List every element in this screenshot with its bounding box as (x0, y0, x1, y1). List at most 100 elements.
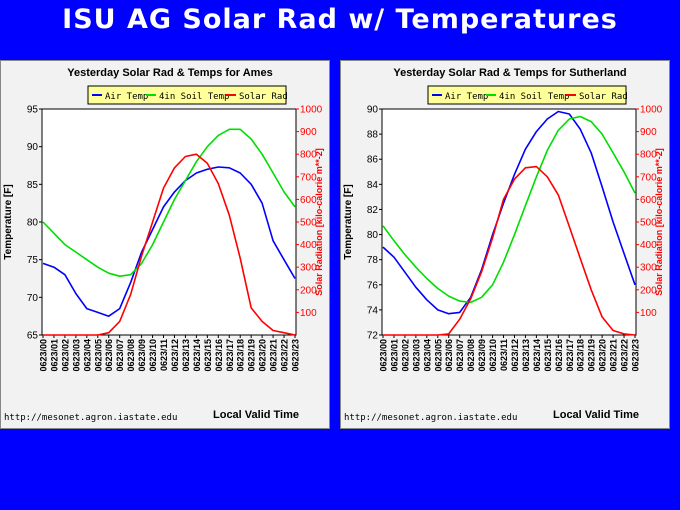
sutherland-ytick-label-8: 74 (367, 305, 379, 316)
sutherland-ytick-label-0: 90 (367, 105, 379, 116)
sutherland-xtick-label-16: 0623/16 (554, 339, 564, 372)
ames-ytick-label-2: 85 (27, 180, 39, 191)
ames-y2tick-label-3: 700 (300, 172, 317, 183)
sutherland-plot-area (381, 108, 637, 336)
ames-ytick-label-1: 90 (27, 142, 39, 153)
ames-solar-rad-line (43, 153, 296, 336)
sutherland-xtick-label-15: 0623/15 (543, 339, 553, 372)
ames-xtick-label-7: 0623/07 (115, 339, 125, 372)
sutherland-ytick-label-2: 86 (367, 155, 379, 166)
sutherland-xtick-label-12: 0623/12 (510, 339, 520, 372)
sutherland-ytick-label-4: 82 (367, 205, 379, 216)
sutherland-chart: Yesterday Solar Rad & Temps for Sutherla… (340, 60, 670, 429)
sutherland-legend-label-1: 4in Soil Temp (499, 92, 569, 102)
sutherland-xtick-label-5: 0623/05 (433, 339, 443, 372)
sutherland-xtick-label-10: 0623/10 (488, 339, 498, 372)
ames-ylabel: Temperature [F] (3, 184, 14, 259)
ames-legend-box (87, 85, 287, 105)
sutherland-y2tick-label-4: 600 (640, 195, 657, 206)
sutherland-xtick-label-13: 0623/13 (521, 339, 531, 372)
sutherland-legend-label-2: Solar Rad (579, 92, 628, 102)
sutherland-legend: Air Temp 4in Soil Temp Solar Rad (427, 85, 628, 105)
slide-title: ISU AG Solar Rad w/ Temperatures (62, 4, 618, 35)
ames-chart-title: Yesterday Solar Rad & Temps for Ames (67, 67, 272, 79)
sutherland-y2tick-label-1: 900 (640, 127, 657, 138)
ames-xtick-label-23: 0623/23 (291, 339, 301, 372)
sutherland-xtick-label-8: 0623/08 (466, 339, 476, 372)
sutherland-y2tick-label-6: 400 (640, 240, 657, 251)
sutherland-footer-label: Local Valid Time (553, 409, 639, 421)
ames-footer-label: Local Valid Time (213, 409, 299, 421)
sutherland-series-group (382, 110, 636, 336)
sutherland-soil-temp-line (382, 115, 636, 304)
sutherland-y2tick-label-8: 200 (640, 285, 657, 296)
ames-y2tick-label-5: 500 (300, 218, 317, 229)
sutherland-xtick-label-20: 0623/20 (598, 339, 608, 372)
sutherland-y2tick-label-0: 1000 (640, 105, 663, 116)
sutherland-xtick-label-19: 0623/19 (587, 339, 597, 372)
ames-soil-temp-line (42, 128, 296, 277)
ames-xtick-label-5: 0623/05 (93, 339, 103, 372)
sutherland-xtick-label-3: 0623/03 (411, 339, 421, 372)
ames-xtick-label-4: 0623/04 (82, 339, 92, 372)
sutherland-xtick-label-21: 0623/21 (609, 339, 619, 372)
ames-ytick-label-0: 95 (27, 105, 39, 116)
sutherland-y2tick-label-7: 300 (640, 263, 657, 274)
ames-xtick-label-10: 0623/10 (148, 339, 158, 372)
sutherland-xtick-label-2: 0623/02 (400, 339, 410, 372)
ames-plot-area (41, 108, 297, 336)
sutherland-xtick-label-23: 0623/23 (631, 339, 641, 372)
ames-xtick-label-17: 0623/17 (225, 339, 235, 372)
ames-ytick-label-5: 70 (27, 293, 39, 304)
sutherland-y2tick-label-3: 700 (640, 172, 657, 183)
ames-xtick-label-22: 0623/22 (280, 339, 290, 372)
ames-legend-label-0: Air Temp (105, 92, 148, 102)
sutherland-legend-label-0: Air Temp (445, 92, 488, 102)
sutherland-legend-box (427, 85, 627, 105)
sutherland-solar-rad-line (383, 165, 636, 336)
ames-xtick-label-0: 0623/00 (39, 339, 49, 372)
ames-xtick-label-1: 0623/01 (49, 339, 59, 372)
sutherland-xtick-label-22: 0623/22 (620, 339, 630, 372)
ames-xtick-label-20: 0623/20 (258, 339, 268, 372)
ames-legend: Air Temp 4in Soil Temp Solar Rad (87, 85, 288, 105)
sutherland-y2label: Solar Radiation [kilo-calorie m**-2] (654, 148, 664, 296)
ames-xtick-label-18: 0623/18 (236, 339, 246, 372)
ames-y2tick-label-9: 100 (300, 308, 317, 319)
ames-xtick-label-9: 0623/09 (137, 339, 147, 372)
ames-y2tick-label-4: 600 (300, 195, 317, 206)
sutherland-ytick-label-1: 88 (367, 130, 379, 141)
ames-series-group (42, 128, 296, 336)
ames-ytick-label-4: 75 (27, 255, 39, 266)
ames-xtick-label-15: 0623/15 (203, 339, 213, 372)
sutherland-xtick-label-0: 0623/00 (379, 339, 389, 372)
ames-y2tick-label-6: 400 (300, 240, 317, 251)
sutherland-xtick-label-14: 0623/14 (532, 339, 542, 372)
sutherland-xtick-label-1: 0623/01 (389, 339, 399, 372)
sutherland-ytick-label-6: 78 (367, 255, 379, 266)
sutherland-xtick-label-6: 0623/06 (444, 339, 454, 372)
ames-chart-panel: Yesterday Solar Rad & Temps for Ames Air … (0, 60, 330, 429)
sutherland-xtick-label-7: 0623/07 (455, 339, 465, 372)
ames-xtick-label-2: 0623/02 (60, 339, 70, 372)
ames-ytick-label-6: 65 (27, 331, 39, 342)
sutherland-footer-url: http://mesonet.agron.iastate.edu (344, 413, 517, 423)
sutherland-ytick-label-3: 84 (367, 180, 379, 191)
sutherland-xtick-label-11: 0623/11 (499, 339, 509, 371)
ames-chart: Yesterday Solar Rad & Temps for Ames Air … (0, 60, 330, 429)
sutherland-chart-panel: Yesterday Solar Rad & Temps for Sutherla… (340, 60, 670, 429)
ames-legend-label-2: Solar Rad (239, 92, 288, 102)
ames-xtick-label-16: 0623/16 (214, 339, 224, 372)
sutherland-xtick-label-4: 0623/04 (422, 339, 432, 372)
ames-xtick-label-21: 0623/21 (269, 339, 279, 372)
sutherland-xtick-label-9: 0623/09 (477, 339, 487, 372)
sutherland-y2tick-label-5: 500 (640, 218, 657, 229)
sutherland-xtick-label-17: 0623/17 (565, 339, 575, 372)
ames-xtick-label-6: 0623/06 (104, 339, 114, 372)
ames-xtick-label-11: 0623/11 (159, 339, 169, 371)
ames-xtick-label-19: 0623/19 (247, 339, 257, 372)
sutherland-y2tick-label-2: 800 (640, 150, 657, 161)
ames-xtick-label-3: 0623/03 (71, 339, 81, 372)
ames-y2tick-label-7: 300 (300, 263, 317, 274)
sutherland-ytick-label-5: 80 (367, 230, 379, 241)
